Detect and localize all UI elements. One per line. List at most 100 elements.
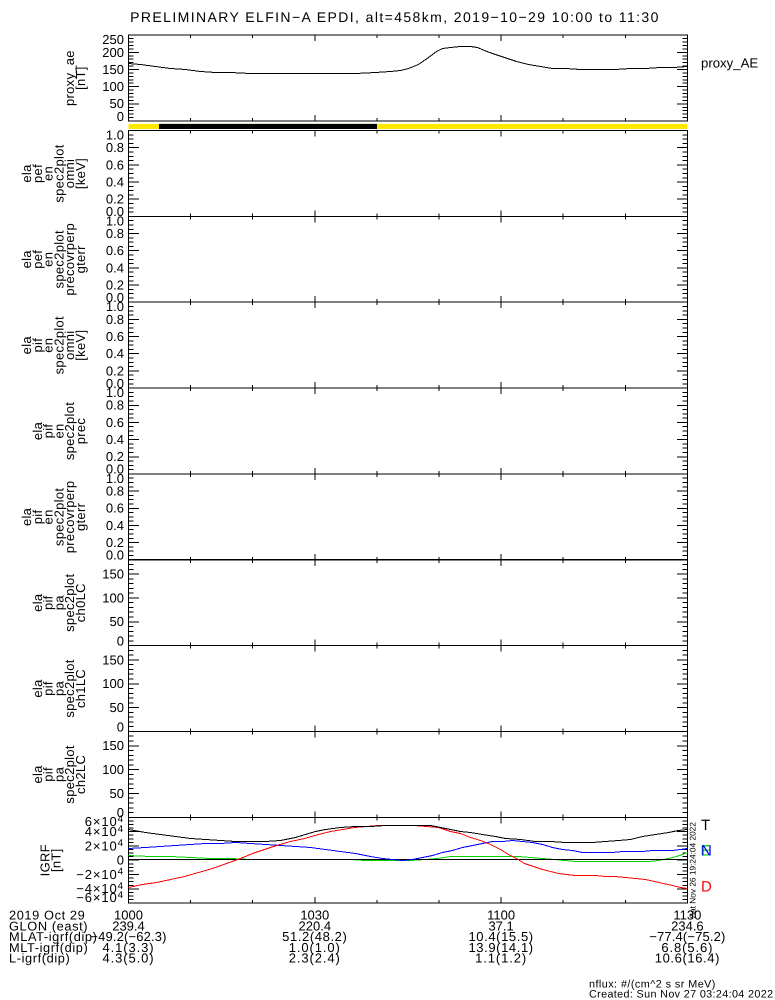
svg-text:ela: ela: [30, 421, 45, 440]
svg-text:1.1(1.2): 1.1(1.2): [475, 951, 527, 966]
svg-text:ch1LC: ch1LC: [73, 669, 88, 708]
svg-text:234.6: 234.6: [671, 918, 704, 933]
svg-text:ch0LC: ch0LC: [73, 583, 88, 622]
svg-text:0.4: 0.4: [106, 260, 124, 275]
svg-text:2×104: 2×104: [85, 838, 124, 853]
svg-text:100: 100: [102, 79, 124, 94]
svg-text:2019 Oct 29: 2019 Oct 29: [9, 908, 85, 923]
svg-text:MLT-igrf(dip): MLT-igrf(dip): [9, 940, 88, 955]
svg-text:239.4: 239.4: [112, 918, 145, 933]
svg-text:1.0: 1.0: [106, 471, 124, 486]
svg-text:50: 50: [110, 96, 124, 111]
svg-text:nflux: #/(cm^2 s sr MeV): nflux: #/(cm^2 s sr MeV): [589, 978, 716, 990]
svg-text:pif: pif: [41, 595, 56, 610]
svg-text:precovrperp: precovrperp: [62, 481, 77, 554]
svg-text:prec: prec: [73, 418, 88, 445]
svg-text:[keV]: [keV]: [73, 330, 88, 361]
svg-text:ela: ela: [30, 765, 45, 784]
svg-text:pif: pif: [41, 767, 56, 782]
svg-text:200: 200: [102, 45, 124, 60]
svg-text:1130: 1130: [673, 908, 701, 923]
svg-text:spec2plot: spec2plot: [51, 230, 66, 288]
svg-text:6×104: 6×104: [85, 814, 124, 829]
svg-text:en: en: [41, 338, 56, 353]
svg-text:150: 150: [102, 62, 124, 77]
svg-text:spec2plot: spec2plot: [62, 659, 77, 717]
svg-text:150: 150: [102, 652, 124, 667]
svg-text:150: 150: [102, 567, 124, 582]
svg-text:omni: omni: [62, 331, 77, 360]
svg-text:0.6: 0.6: [106, 501, 124, 516]
svg-text:0.4: 0.4: [106, 346, 124, 361]
svg-text:0.0: 0.0: [106, 548, 124, 563]
svg-text:0.2: 0.2: [106, 363, 124, 378]
svg-text:13.9(14.1): 13.9(14.1): [468, 940, 533, 955]
svg-text:−4×104: −4×104: [76, 881, 124, 896]
svg-text:0.8: 0.8: [106, 484, 124, 499]
svg-text:ela: ela: [19, 336, 34, 355]
svg-text:0.4: 0.4: [106, 175, 124, 190]
svg-text:GLON (east): GLON (east): [9, 918, 88, 933]
svg-text:−2×104: −2×104: [76, 867, 124, 882]
svg-text:ela: ela: [19, 250, 34, 269]
svg-text:gterr: gterr: [73, 502, 88, 531]
svg-text:0.6: 0.6: [106, 157, 124, 172]
svg-text:−6×104: −6×104: [76, 890, 124, 905]
svg-text:1.0: 1.0: [106, 213, 124, 228]
svg-text:en: en: [41, 509, 56, 524]
svg-text:omni: omni: [62, 159, 77, 188]
svg-text:pef: pef: [30, 164, 45, 183]
svg-text:L-igrf(dip): L-igrf(dip): [9, 951, 70, 966]
svg-text:−77.4(−75.2): −77.4(−75.2): [649, 929, 725, 944]
svg-text:0.8: 0.8: [106, 312, 124, 327]
svg-text:pa: pa: [51, 766, 66, 782]
svg-text:2.3(2.4): 2.3(2.4): [289, 951, 341, 966]
svg-text:0.4: 0.4: [106, 518, 124, 533]
svg-text:0.8: 0.8: [106, 140, 124, 155]
svg-text:4.3(5.0): 4.3(5.0): [102, 951, 154, 966]
svg-text:N: N: [701, 843, 712, 860]
svg-text:0: 0: [117, 719, 124, 734]
svg-text:50: 50: [110, 786, 124, 801]
svg-text:ela: ela: [30, 679, 45, 698]
svg-text:250: 250: [102, 32, 124, 47]
svg-text:50: 50: [110, 614, 124, 629]
svg-text:spec2plot: spec2plot: [62, 402, 77, 460]
svg-text:pif: pif: [30, 510, 45, 525]
svg-text:0.0: 0.0: [106, 376, 124, 391]
svg-text:proxy_ae: proxy_ae: [62, 50, 77, 106]
svg-text:spec2plot: spec2plot: [51, 488, 66, 546]
svg-text:10.4(15.5): 10.4(15.5): [468, 929, 533, 944]
svg-text:0.2: 0.2: [106, 449, 124, 464]
svg-text:en: en: [41, 166, 56, 181]
svg-text:10.6(16.4): 10.6(16.4): [655, 951, 720, 966]
svg-text:en: en: [41, 252, 56, 267]
svg-text:[nT]: [nT]: [48, 848, 63, 872]
svg-text:0.6: 0.6: [106, 415, 124, 430]
svg-text:[nT]: [nT]: [73, 66, 88, 90]
svg-text:0.6: 0.6: [106, 329, 124, 344]
svg-text:0.2: 0.2: [106, 278, 124, 293]
svg-text:0.0: 0.0: [106, 462, 124, 477]
svg-text:ela: ela: [19, 507, 34, 526]
svg-text:0: 0: [117, 853, 124, 868]
svg-text:spec2plot: spec2plot: [51, 316, 66, 374]
svg-text:1.0(1.0): 1.0(1.0): [289, 940, 341, 955]
svg-text:−49.2(−62.3): −49.2(−62.3): [90, 929, 166, 944]
svg-text:T: T: [701, 817, 710, 834]
svg-text:51.2(48.2): 51.2(48.2): [282, 929, 347, 944]
svg-text:0.4: 0.4: [106, 432, 124, 447]
svg-text:pif: pif: [41, 681, 56, 696]
svg-text:1000: 1000: [114, 908, 143, 923]
svg-text:1.0: 1.0: [106, 385, 124, 400]
svg-text:0: 0: [117, 805, 124, 820]
svg-text:0.0: 0.0: [106, 290, 124, 305]
svg-text:gterr: gterr: [73, 245, 88, 274]
svg-text:pa: pa: [51, 595, 66, 611]
svg-text:E: E: [701, 843, 711, 860]
svg-text:0.2: 0.2: [106, 192, 124, 207]
svg-text:precovrperp: precovrperp: [62, 223, 77, 296]
svg-text:150: 150: [102, 738, 124, 753]
svg-text:1.0: 1.0: [106, 299, 124, 314]
svg-text:pef: pef: [30, 250, 45, 269]
